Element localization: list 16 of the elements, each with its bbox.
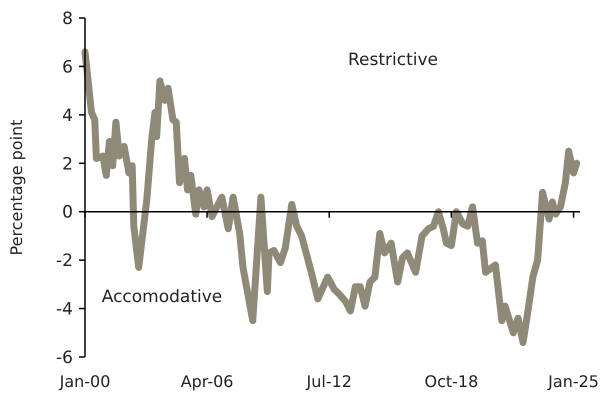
y-axis-title: Percentage point [7,120,26,256]
y-tick-label: -4 [56,300,73,320]
x-tick-label: Jul-12 [306,372,352,391]
y-tick-label: 8 [62,9,73,29]
annotation: Accomodative [102,287,222,307]
annotation: Restrictive [348,50,438,70]
y-tick-label: 6 [62,57,73,78]
y-tick-label: 2 [62,154,73,174]
x-tick-label: Jan-25 [547,372,599,391]
x-tick-label: Oct-18 [424,372,478,391]
y-tick-label: 4 [62,106,73,126]
y-tick-label: 0 [62,202,73,223]
x-tick-label: Jan-00 [58,372,110,391]
x-tick-label: Apr-06 [180,372,234,391]
y-tick-label: -2 [56,251,73,272]
y-tick-label: -6 [56,348,73,368]
